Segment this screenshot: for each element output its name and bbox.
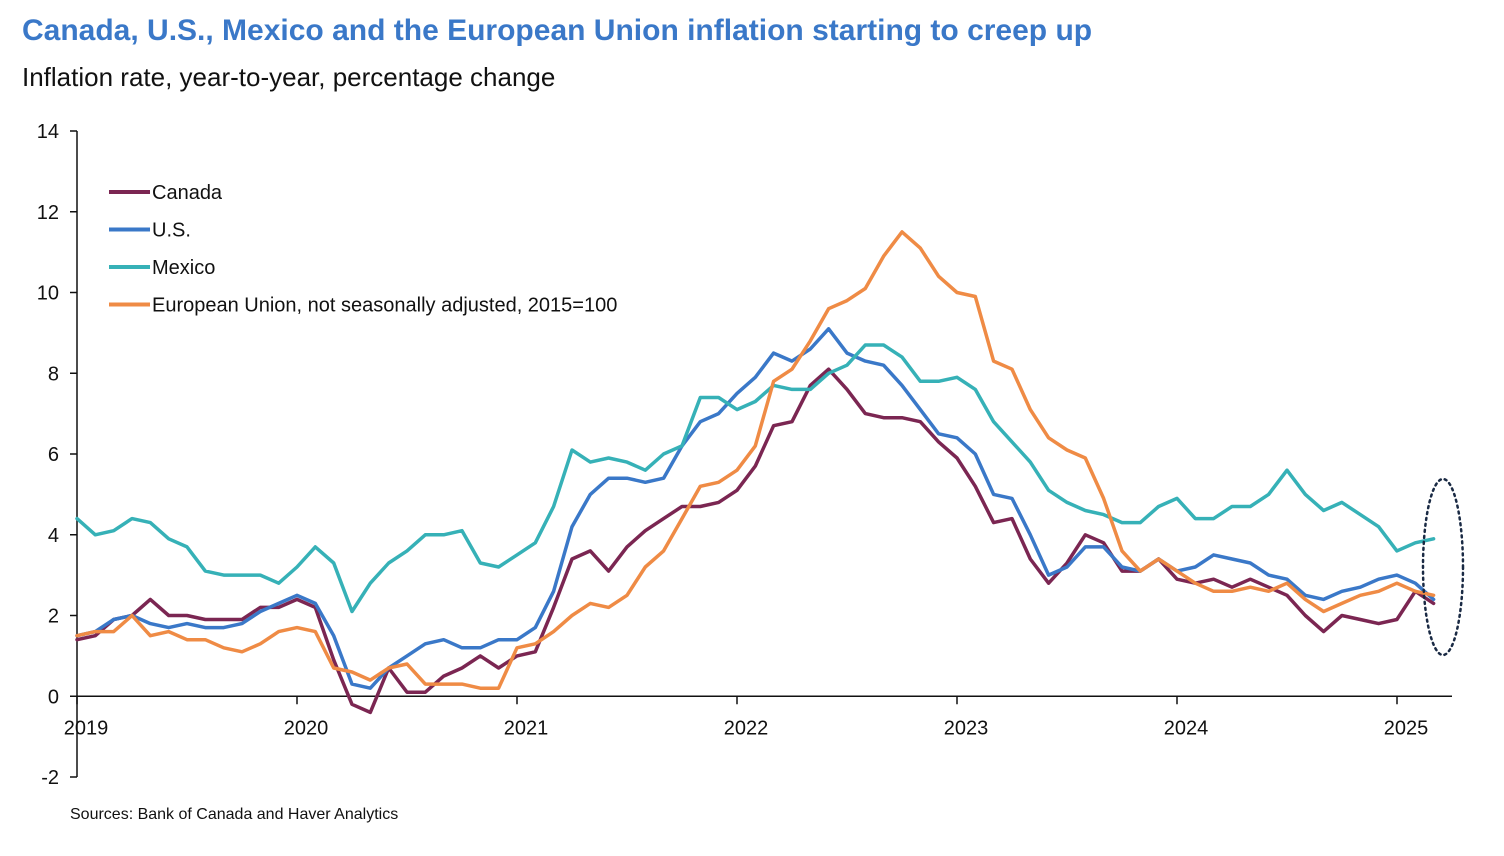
chart-subtitle: Inflation rate, year-to-year, percentage… [22,62,556,92]
y-tick-label: -2 [41,767,59,789]
x-tick-label: 2021 [504,717,549,739]
legend-label-1: U.S. [152,220,191,242]
series-line-0 [75,367,1436,715]
legend: Canada U.S. Mexico European Union, not seas… [109,182,617,317]
legend-label-3: European Union, not seasonally adjusted,… [152,295,617,317]
x-tick-label: 2023 [944,717,989,739]
x-tick-label: 2020 [284,717,329,739]
series-lines [75,230,1436,715]
series-line-2 [75,343,1436,614]
y-tick-label: 0 [48,686,59,708]
y-tick-label: 6 [48,444,59,466]
y-tick-label: 10 [37,283,59,305]
chart-title: Canada, U.S., Mexico and the European Un… [22,14,1093,47]
series-line-1 [75,327,1436,690]
x-tick-label: 2019 [64,717,109,739]
x-tick-label: 2024 [1164,717,1209,739]
axes: -2 0 2 4 6 8 10 12 14 2019 2020 2021 2022 2023 2024 202… [37,121,1452,789]
annotations [1421,477,1465,657]
y-tick-label: 12 [37,202,59,224]
y-tick-label: 8 [48,363,59,385]
legend-label-2: Mexico [152,257,215,279]
y-tick-label: 2 [48,606,59,628]
chart-source: Sources: Bank of Canada and Haver Analyt… [70,806,399,823]
y-tick-label: 4 [48,525,59,547]
x-tick-label: 2022 [724,717,769,739]
highlight-ellipse [1421,477,1465,657]
legend-label-0: Canada [152,182,223,204]
series-line-3 [75,230,1436,690]
y-tick-label: 14 [37,121,59,143]
x-tick-label: 2025 [1384,717,1429,739]
